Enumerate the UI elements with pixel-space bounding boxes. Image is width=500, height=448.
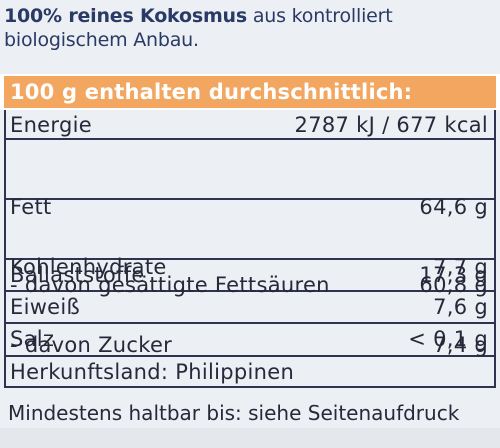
description-rest: aus kontrolliert xyxy=(246,5,393,27)
origin-text: Herkunftsland: Philippinen xyxy=(10,360,295,384)
row-origin: Herkunftsland: Philippinen xyxy=(6,357,494,388)
fat-label: Fett xyxy=(10,195,52,219)
bottom-edge xyxy=(0,428,500,448)
row-carbohydrates: Kohlenhydrate - davon Zucker 7,7 g 7,4 g xyxy=(6,200,494,357)
row-salt: Salz < 0,1 g xyxy=(6,324,494,357)
product-description: 100% reines Kokosmus aus kontrolliert bi… xyxy=(4,4,496,52)
row-energy: Energie 2787 kJ / 677 kcal xyxy=(6,110,494,140)
row-protein: Eiweiß 7,6 g xyxy=(6,292,494,324)
nutrition-table: Energie 2787 kJ / 677 kcal Fett - davon … xyxy=(4,110,496,388)
protein-label: Eiweiß xyxy=(10,295,81,319)
sugar-value: 7,4 g xyxy=(433,333,488,357)
salt-value: < 0,1 g xyxy=(408,327,488,351)
saturated-label: - davon gesättigte Fettsäuren xyxy=(10,273,330,297)
energy-label: Energie xyxy=(10,113,92,137)
row-fat: Fett - davon gesättigte Fettsäuren 64,6 … xyxy=(6,140,494,297)
row-fibre: Ballaststoffe 17,3 g xyxy=(6,260,494,292)
energy-value: 2787 kJ / 677 kcal xyxy=(294,113,488,137)
best-before-text: Mindestens haltbar bis: siehe Seitenaufd… xyxy=(8,401,460,425)
nutrition-header: 100 g enthalten durchschnittlich: xyxy=(4,76,496,108)
sugar-label: - davon Zucker xyxy=(10,333,173,357)
description-bold: 100% reines Kokosmus xyxy=(4,5,247,27)
fibre-value: 17,3 g xyxy=(419,263,488,287)
fibre-label: Ballaststoffe xyxy=(10,263,145,287)
saturated-value: 60,8 g xyxy=(419,273,488,297)
description-line2: biologischem Anbau. xyxy=(4,29,199,51)
fat-value: 64,6 g xyxy=(419,195,488,219)
salt-label: Salz xyxy=(10,327,55,351)
carbs-label: Kohlenhydrate xyxy=(10,255,167,279)
protein-value: 7,6 g xyxy=(433,295,488,319)
carbs-value: 7,7 g xyxy=(433,255,488,279)
